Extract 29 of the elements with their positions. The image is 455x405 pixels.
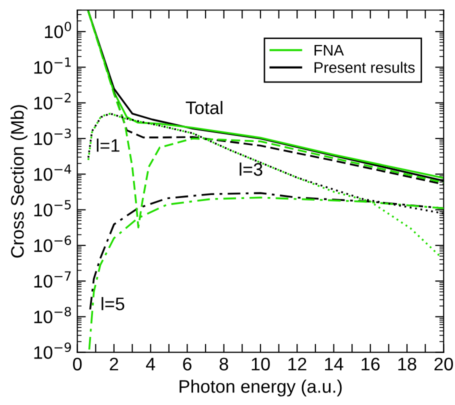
y-tick-label: 10$^{−1}$ xyxy=(34,58,71,74)
x-tick-label: 20 xyxy=(434,358,453,370)
annotation: l=3 xyxy=(240,162,262,176)
x-tick-label: 0 xyxy=(73,358,82,370)
y-tick-label: 10$^{−8}$ xyxy=(34,306,71,324)
y-tick-label: 10$^{−5}$ xyxy=(34,200,71,216)
y-tick-label: 10$^{−3}$ xyxy=(34,128,71,146)
x-axis-title: Photon energy (a.u.) xyxy=(180,380,342,396)
x-tick-label: 2 xyxy=(110,358,118,370)
legend-label: FNA xyxy=(314,44,344,56)
x-tick-label: 18 xyxy=(398,358,416,370)
annotation: l=5 xyxy=(102,297,124,310)
x-tick-label: 6 xyxy=(183,358,192,370)
y-tick-label: 10$^{−2}$ xyxy=(34,92,71,110)
annotation: l=1 xyxy=(96,138,120,152)
legend-label: Present results xyxy=(314,62,415,73)
y-tick-label: 10$^{−7}$ xyxy=(34,271,71,288)
x-tick-label: 14 xyxy=(325,358,344,370)
x-tick-label: 10 xyxy=(252,358,270,370)
annotation: Total xyxy=(186,100,222,114)
x-tick-label: 12 xyxy=(288,358,306,370)
y-axis-title: Cross Section (Mb) xyxy=(10,105,28,258)
x-tick-label: 8 xyxy=(220,358,228,370)
x-tick-label: 16 xyxy=(362,358,380,370)
x-tick-label: 4 xyxy=(146,358,156,370)
y-tick-label: 10$^{−6}$ xyxy=(34,236,72,252)
y-tick-label: 10$^{−4}$ xyxy=(34,164,72,181)
y-tick-label: 10$^{0}$ xyxy=(44,22,72,38)
y-tick-label: 10$^{−9}$ xyxy=(34,342,71,359)
